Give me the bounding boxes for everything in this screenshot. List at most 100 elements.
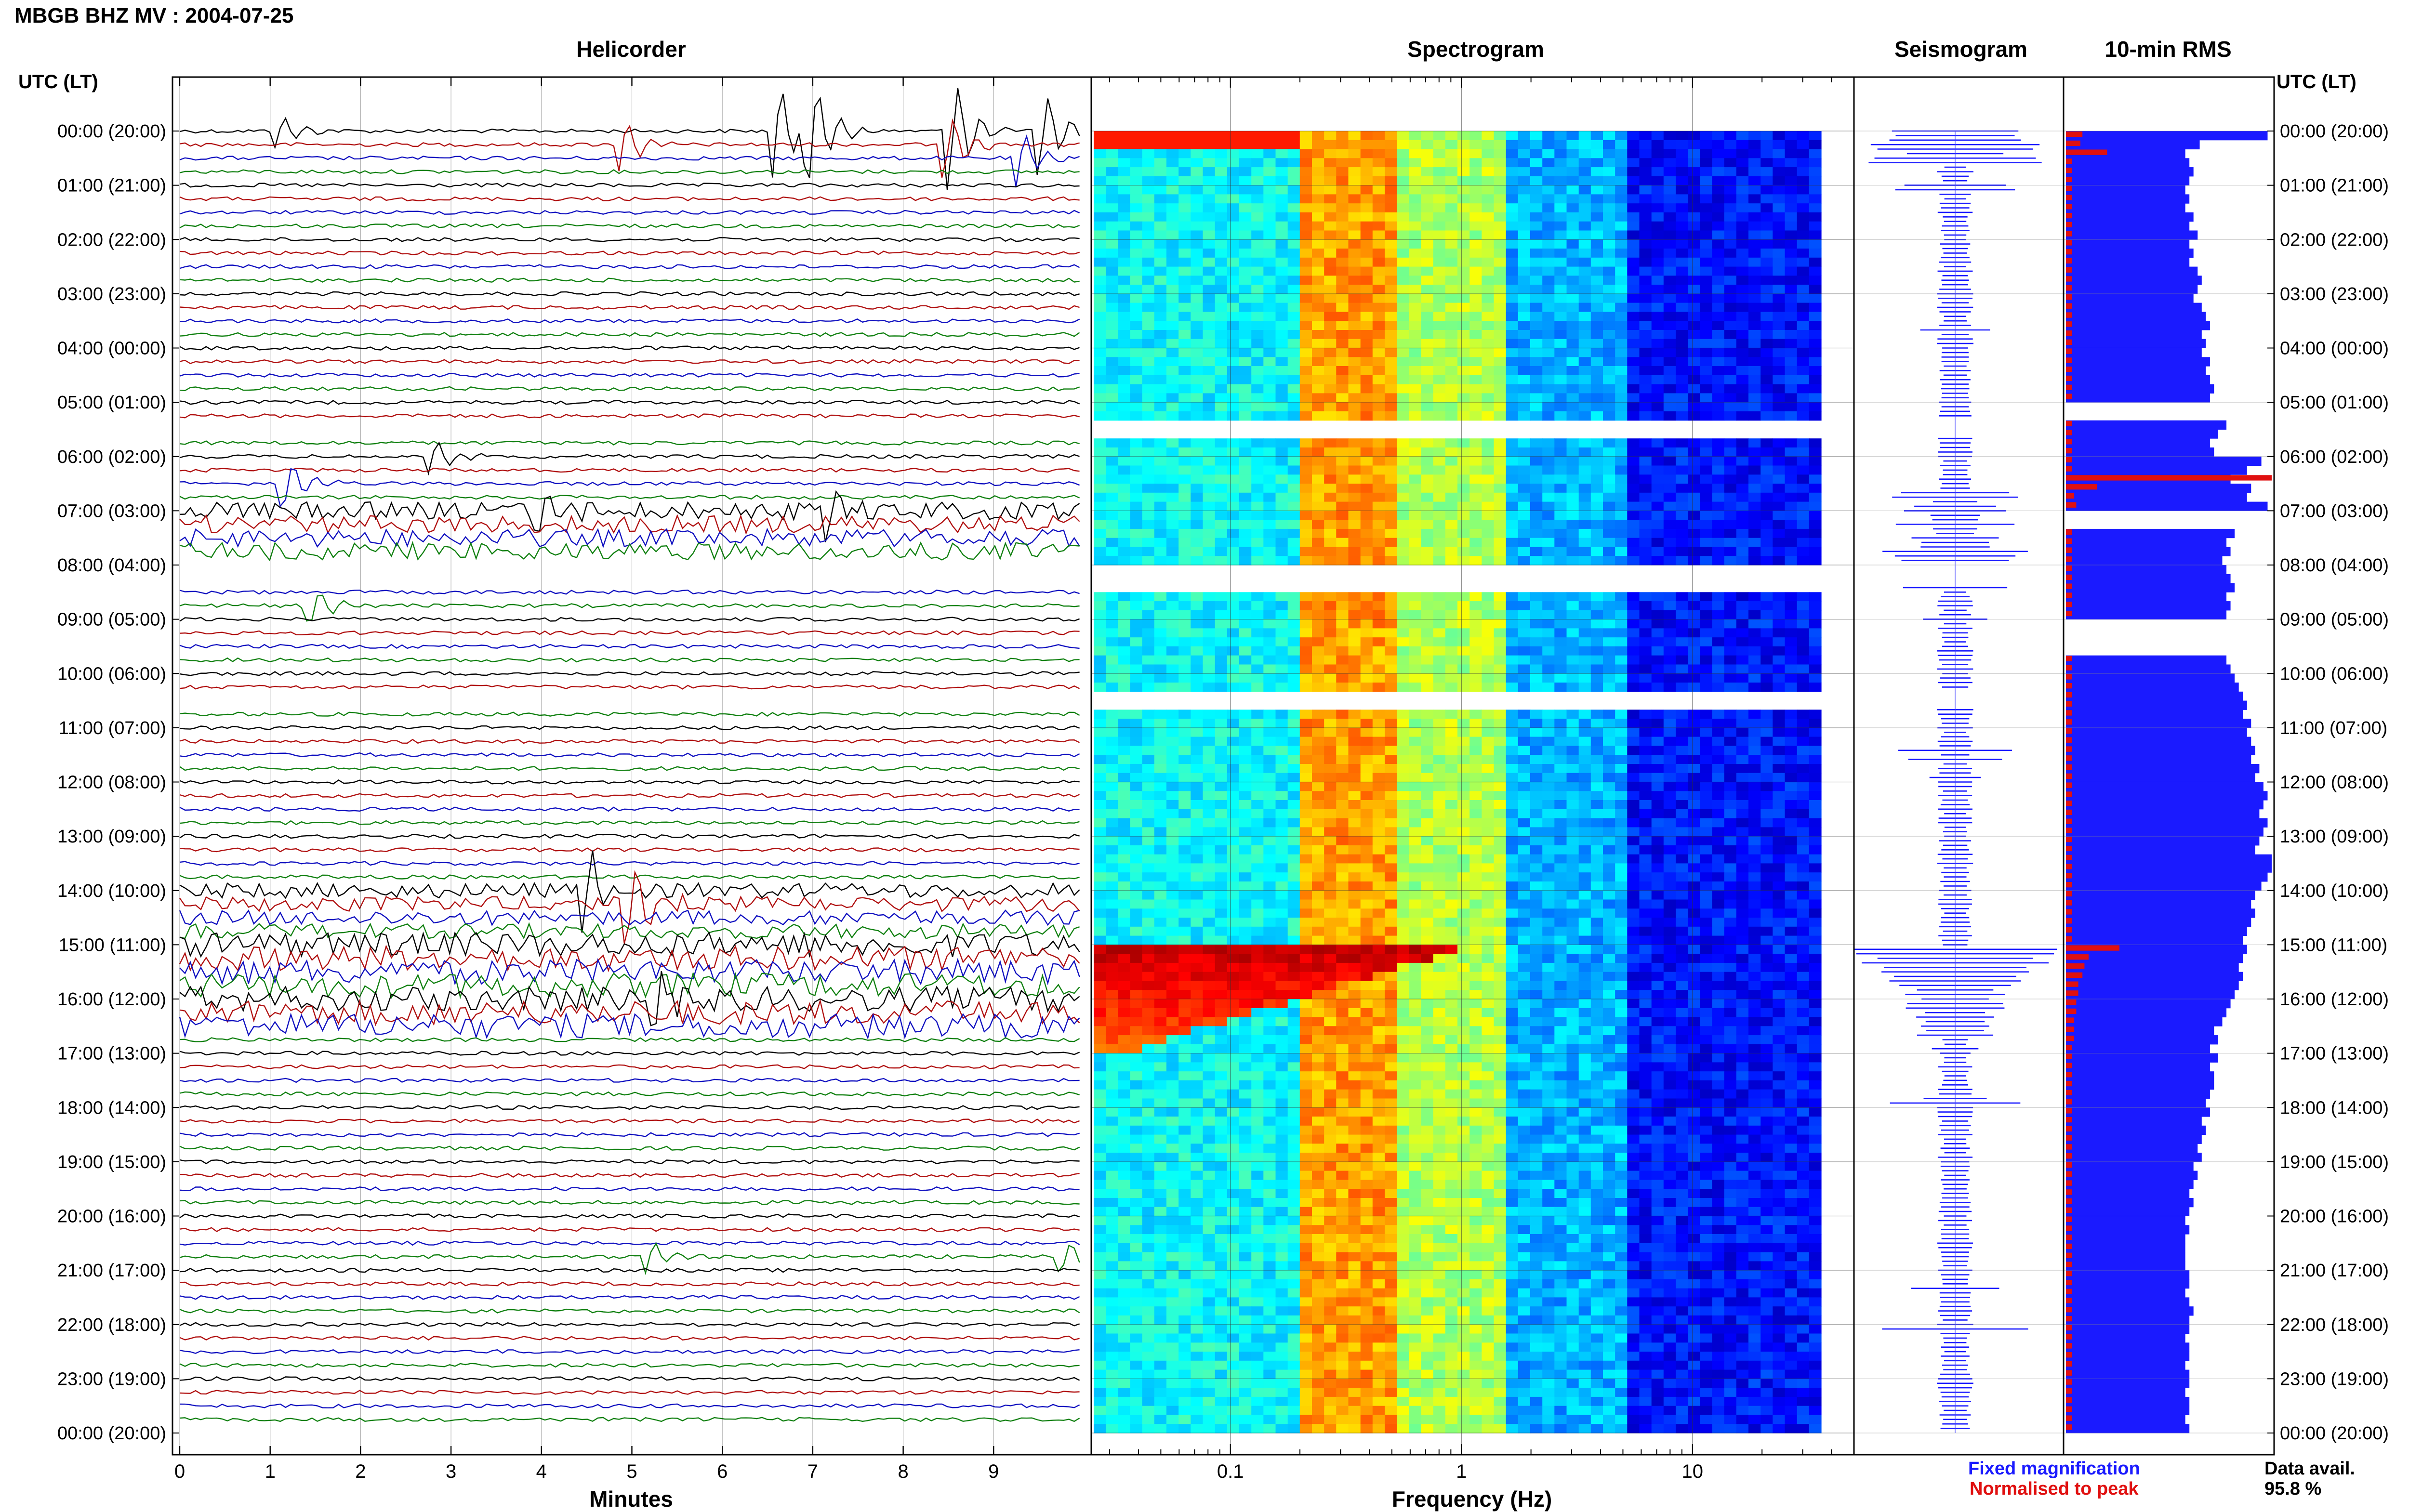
spectrogram-cell: [1457, 592, 1470, 602]
spectrogram-cell: [1336, 158, 1349, 168]
spectrogram-cell: [1712, 727, 1725, 737]
helicorder-trace: [179, 590, 1080, 595]
spectrogram-cell: [1154, 755, 1167, 764]
spectrogram-cell: [1676, 746, 1688, 755]
spectrogram-cell: [1797, 899, 1810, 909]
spectrogram-cell: [1797, 375, 1810, 385]
spectrogram-cell: [1118, 746, 1131, 755]
spectrogram-cell: [1469, 854, 1482, 864]
spectrogram-cell: [1736, 330, 1749, 340]
spectrogram-cell: [1287, 736, 1300, 746]
spectrogram-cell: [1724, 492, 1737, 502]
spectrogram-cell: [1651, 773, 1664, 783]
spectrogram-cell: [1736, 293, 1749, 303]
spectrogram-cell: [1627, 357, 1640, 367]
spectrogram-cell: [1676, 293, 1688, 303]
spectrogram-cell: [1191, 293, 1204, 303]
spectrogram-cell: [1142, 736, 1155, 746]
spectrogram-cell: [1287, 890, 1300, 900]
spectrogram-cell: [1372, 484, 1385, 493]
spectrogram-cell: [1615, 285, 1628, 294]
spectrogram-cell: [1203, 339, 1216, 349]
spectrogram-cell: [1227, 710, 1240, 719]
spectrogram-cell: [1263, 393, 1276, 403]
spectrogram-cell: [1554, 727, 1567, 737]
spectrogram-cell: [1142, 791, 1155, 801]
spectrogram-cell: [1639, 185, 1652, 195]
spectrogram-cell: [1663, 249, 1676, 258]
spectrogram-cell: [1178, 818, 1191, 828]
spectrogram-cell: [1554, 285, 1567, 294]
spectrogram-cell: [1457, 321, 1470, 330]
spectrogram-cell: [1154, 293, 1167, 303]
spectrogram-cell: [1457, 158, 1470, 168]
spectrogram-cell: [1554, 257, 1567, 267]
spectrogram-cell: [1748, 538, 1761, 548]
spectrogram-cell: [1578, 619, 1591, 629]
spectrogram-cell: [1506, 528, 1519, 539]
spectrogram-cell: [1518, 249, 1531, 258]
spectrogram-cell: [1809, 619, 1822, 629]
spectrogram-cell: [1542, 176, 1555, 186]
spectrogram-cell: [1542, 818, 1555, 828]
spectrogram-cell: [1191, 791, 1204, 801]
spectrogram-cell: [1639, 683, 1652, 692]
spectrogram-cell: [1469, 293, 1482, 303]
spectrogram-cell: [1445, 890, 1458, 900]
spectrogram-cell: [1615, 818, 1628, 828]
spectrogram-cell: [1590, 520, 1603, 529]
spectrogram-cell: [1554, 149, 1567, 158]
spectrogram-cell: [1785, 447, 1798, 457]
helicorder-trace: [179, 169, 1080, 174]
spectrogram-cell: [1542, 899, 1555, 909]
spectrogram-cell: [1785, 221, 1798, 231]
spectrogram-cell: [1663, 140, 1676, 150]
spectrogram-cell: [1227, 809, 1240, 819]
spectrogram-cell: [1566, 628, 1579, 638]
spectrogram-cell: [1324, 881, 1337, 891]
spectrogram-cell: [1191, 330, 1204, 340]
spectrogram-cell: [1469, 185, 1482, 195]
spectrogram-cell: [1118, 276, 1131, 285]
spectrogram-cell: [1457, 393, 1470, 403]
spectrogram-cell: [1627, 276, 1640, 285]
spectrogram-cell: [1336, 411, 1349, 421]
spectrogram-cell: [1118, 239, 1131, 249]
spectrogram-cell: [1590, 140, 1603, 150]
spectrogram-cell: [1094, 149, 1106, 158]
spectrogram-cell: [1748, 131, 1761, 141]
spectrogram-cell: [1094, 673, 1106, 683]
spectrogram-cell: [1397, 474, 1409, 484]
spectrogram-cell: [1676, 719, 1688, 728]
spectrogram-cell: [1676, 890, 1688, 900]
spectrogram-cell: [1433, 357, 1446, 367]
spectrogram-cell: [1785, 131, 1798, 141]
spectrogram-cell: [1360, 836, 1373, 846]
spectrogram-cell: [1106, 212, 1118, 222]
spectrogram-cell: [1191, 764, 1204, 774]
spectrogram-cell: [1566, 764, 1579, 774]
spectrogram-cell: [1336, 845, 1349, 855]
spectrogram-cell: [1215, 249, 1228, 258]
spectrogram-cell: [1409, 736, 1422, 746]
spectrogram-cell: [1469, 601, 1482, 611]
spectrogram-cell: [1809, 836, 1822, 846]
spectrogram-cell: [1542, 547, 1555, 556]
spectrogram-cell: [1688, 556, 1700, 565]
spectrogram-cell: [1215, 710, 1228, 719]
spectrogram-cell: [1724, 230, 1737, 240]
spectrogram-cell: [1360, 610, 1373, 620]
helicorder-trace: [179, 1308, 1080, 1314]
spectrogram-cell: [1809, 528, 1822, 539]
spectrogram-cell: [1712, 872, 1725, 882]
spectrogram-cell: [1554, 465, 1567, 475]
spectrogram-cell: [1118, 592, 1131, 602]
spectrogram-cell: [1299, 592, 1312, 602]
spectrogram-cell: [1676, 619, 1688, 629]
spectrogram-cell: [1785, 710, 1798, 719]
spectrogram-cell: [1251, 266, 1264, 276]
spectrogram-cell: [1178, 719, 1191, 728]
spectrogram-cell: [1712, 447, 1725, 457]
spectrogram-cell: [1166, 918, 1179, 927]
spectrogram-cell: [1603, 528, 1615, 539]
